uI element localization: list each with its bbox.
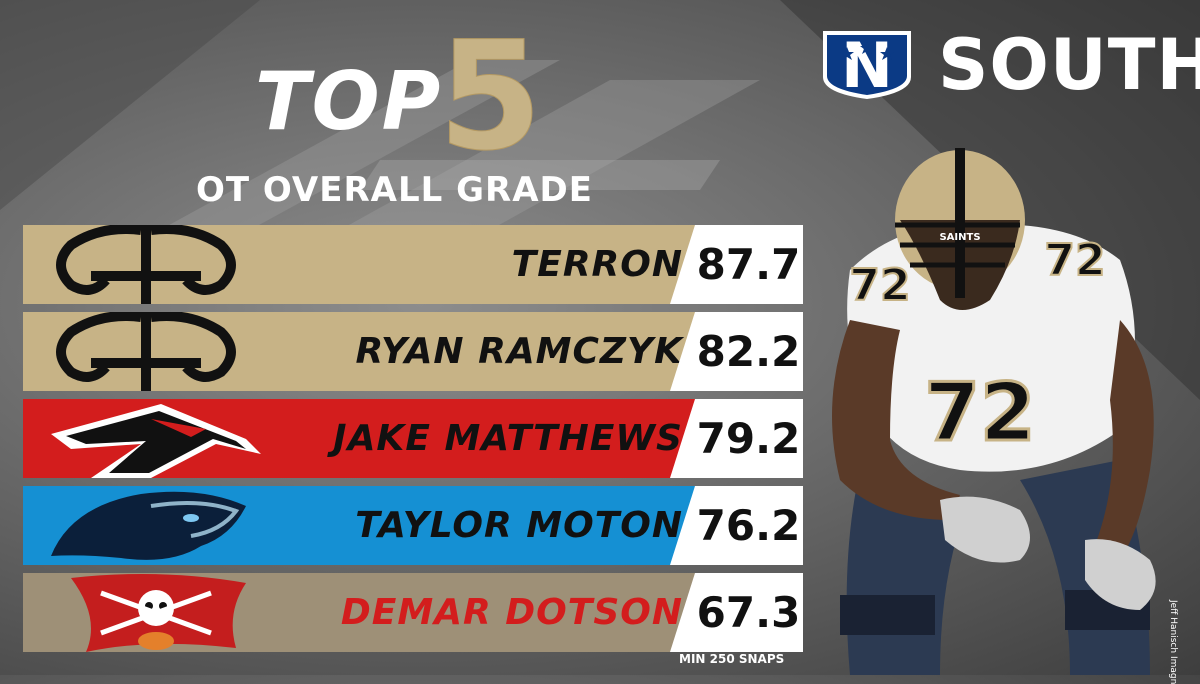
helmet-text: SAINTS [939, 232, 980, 243]
nfc-conference-logo: N [823, 29, 911, 101]
ranking-row: TERRON ARMSTEAD 87.7 [23, 225, 803, 364]
player-name: TAYLOR MOTON [355, 505, 683, 546]
photo-credit: Jeff Hanisch Imagn [1168, 600, 1178, 684]
grade-value: 82.2 [696, 327, 801, 376]
grade-value: 67.3 [696, 588, 801, 637]
ranking-row: TAYLOR MOTON 76.2 [23, 486, 803, 565]
panthers-logo-icon [51, 491, 246, 560]
player-name: TERRON ARMSTEAD [451, 244, 683, 364]
ranking-row: RYAN RAMCZYK 82.2 [23, 312, 803, 391]
subtitle: OT OVERALL GRADE [196, 170, 593, 210]
division-label: SOUTH [938, 24, 1200, 106]
title-number: 5 [437, 10, 543, 184]
player-name: RYAN RAMCZYK [355, 331, 683, 372]
grade-value: 76.2 [696, 501, 801, 550]
player-photo: SAINTS 72 72 72 [832, 148, 1156, 675]
nfc-logo-letter: N [841, 29, 893, 101]
jersey-number-left-shoulder: 72 [849, 260, 910, 311]
player-name: DEMAR DOTSON [340, 592, 683, 633]
score-box: 76.2 [670, 486, 803, 565]
saints-fleur-de-lis-icon [56, 312, 236, 391]
saints-fleur-de-lis-icon [56, 225, 236, 304]
footnote: MIN 250 SNAPS [679, 652, 785, 666]
title-word: TOP [255, 55, 443, 148]
jersey-number-right-shoulder: 72 [1044, 235, 1105, 286]
row-band [23, 312, 695, 391]
grade-value: 87.7 [696, 240, 801, 289]
score-box: 87.7 [670, 225, 803, 304]
score-box: 79.2 [670, 399, 803, 478]
grade-value: 79.2 [696, 414, 801, 463]
score-box: 67.3 [670, 573, 803, 652]
ranking-row: JAKE MATTHEWS 79.2 [23, 399, 803, 478]
ranking-row: DEMAR DOTSON 67.3 [23, 573, 803, 652]
falcons-logo-icon [51, 404, 261, 478]
player-name: JAKE MATTHEWS [333, 418, 683, 459]
buccaneers-flag-icon [71, 574, 246, 652]
row-band [23, 225, 695, 304]
jersey-number-chest: 72 [924, 366, 1035, 459]
score-box: 82.2 [670, 312, 803, 391]
